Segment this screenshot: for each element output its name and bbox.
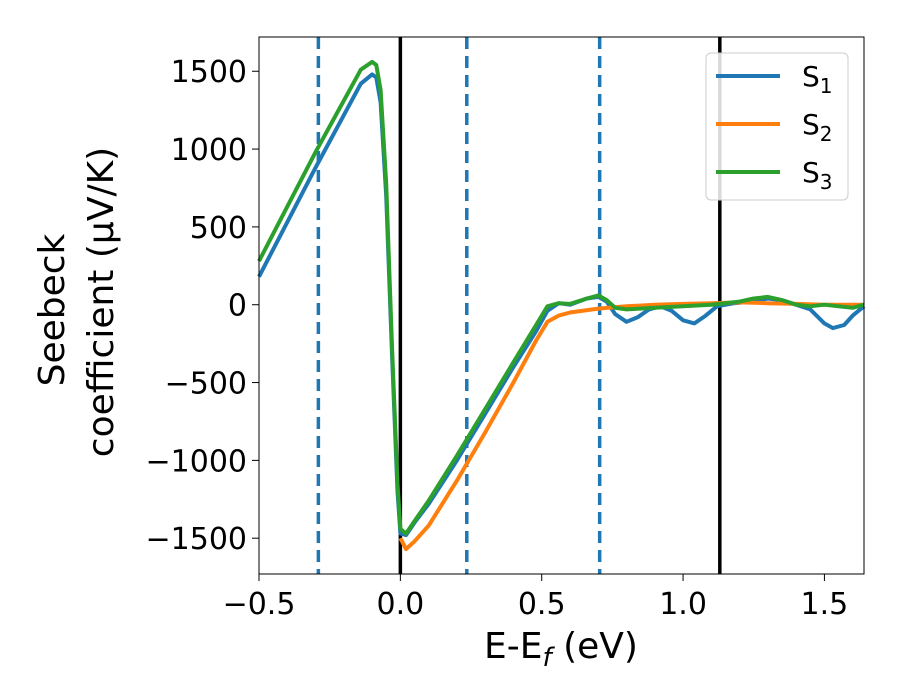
x-axis-title: E-Ef (eV) [484, 626, 638, 673]
x-tick-label: 1.0 [659, 587, 707, 622]
legend-box [705, 52, 849, 201]
x-axis-title-unit: (eV) [552, 626, 638, 667]
series-line-s2 [398, 300, 864, 552]
y-axis-title-line2: coefficient (μV/K) [81, 147, 122, 457]
y-tick-label: 0 [228, 289, 247, 324]
y-axis-title-line1: Seebeck [32, 233, 73, 386]
data-series [257, 59, 866, 552]
legend: S1 S2 S3 [705, 52, 849, 201]
series-line-s3 [257, 59, 865, 536]
y-tick-label: −1500 [146, 522, 247, 557]
x-tick-label: 0.0 [376, 587, 424, 622]
y-tick-label: 500 [190, 211, 247, 246]
x-tick-label: 0.5 [518, 587, 566, 622]
legend-label-s3: S3 [802, 156, 833, 194]
x-tick-label: 1.5 [801, 587, 849, 622]
x-axis-ticks: −0.5 0.0 0.5 1.0 1.5 [223, 574, 849, 622]
y-tick-label: 1500 [171, 55, 247, 90]
y-tick-label: −500 [165, 367, 247, 402]
y-tick-label: 1000 [171, 133, 247, 168]
x-tick-label: −0.5 [223, 587, 296, 622]
legend-label-s2: S2 [802, 108, 833, 146]
x-axis-title-main: E-E [484, 626, 542, 667]
y-tick-label: −1000 [146, 444, 247, 479]
plot-frame [258, 36, 865, 575]
legend-label-s1: S1 [802, 60, 833, 98]
y-axis-ticks: −1500 −1000 −500 0 500 1000 1500 [146, 55, 259, 557]
